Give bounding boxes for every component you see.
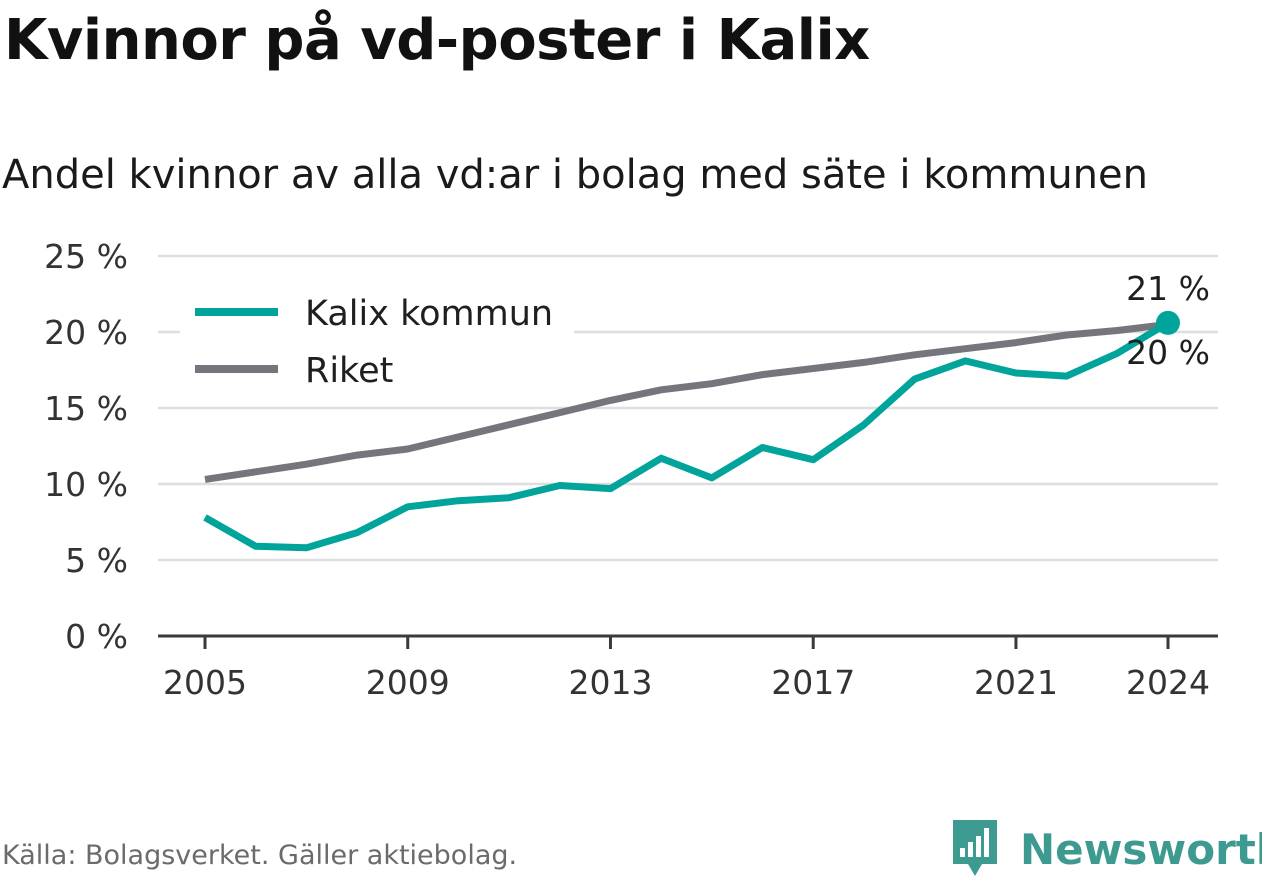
x-axis: 2005 2009 2013 2017 2021 2024 — [158, 634, 1218, 702]
legend-label: Riket — [305, 351, 393, 391]
end-label-riket: 20 % — [1126, 333, 1210, 372]
brand-name: Newsworthy — [1020, 824, 1262, 874]
x-tick-label: 2017 — [771, 663, 855, 702]
endpoint-marker — [1156, 310, 1180, 335]
source-note: Källa: Bolagsverket. Gäller aktiebolag. — [2, 840, 518, 871]
x-tick-label: 2005 — [163, 663, 247, 702]
x-tick-label: 2021 — [974, 663, 1058, 702]
chart-subtitle: Andel kvinnor av alla vd:ar i bolag med … — [2, 152, 1148, 198]
y-axis-ticks: 0 % 5 % 10 % 15 % 20 % 25 % — [44, 237, 128, 656]
newsworthy-logo-icon — [953, 820, 997, 876]
end-labels: 21 % 20 % — [1126, 269, 1210, 372]
y-tick-label: 0 % — [65, 617, 128, 656]
series-line-riket — [204, 320, 1169, 483]
y-tick-label: 10 % — [44, 465, 128, 504]
x-tick-label: 2009 — [366, 663, 450, 702]
x-tick-label: 2013 — [568, 663, 652, 702]
legend: Kalix kommun Riket — [180, 290, 574, 394]
brand-logo: Newsworthy — [950, 818, 1262, 880]
legend-background — [180, 290, 574, 394]
series-lines — [203, 310, 1180, 552]
chart-title: Kvinnor på vd-poster i Kalix — [4, 8, 870, 73]
series-line-kalix-kommun — [203, 319, 1170, 552]
y-tick-label: 15 % — [44, 389, 128, 428]
end-label-kalix: 21 % — [1126, 269, 1210, 308]
line-chart: 0 %5 %10 %15 %20 %25 % 2005 2009 2013 2017 2… — [44, 237, 1218, 702]
x-tick-label: 2024 — [1126, 663, 1210, 702]
y-tick-label: 20 % — [44, 313, 128, 352]
y-tick-label: 25 % — [44, 237, 128, 276]
legend-label: Kalix kommun — [305, 294, 553, 334]
y-tick-label: 5 % — [65, 541, 128, 580]
